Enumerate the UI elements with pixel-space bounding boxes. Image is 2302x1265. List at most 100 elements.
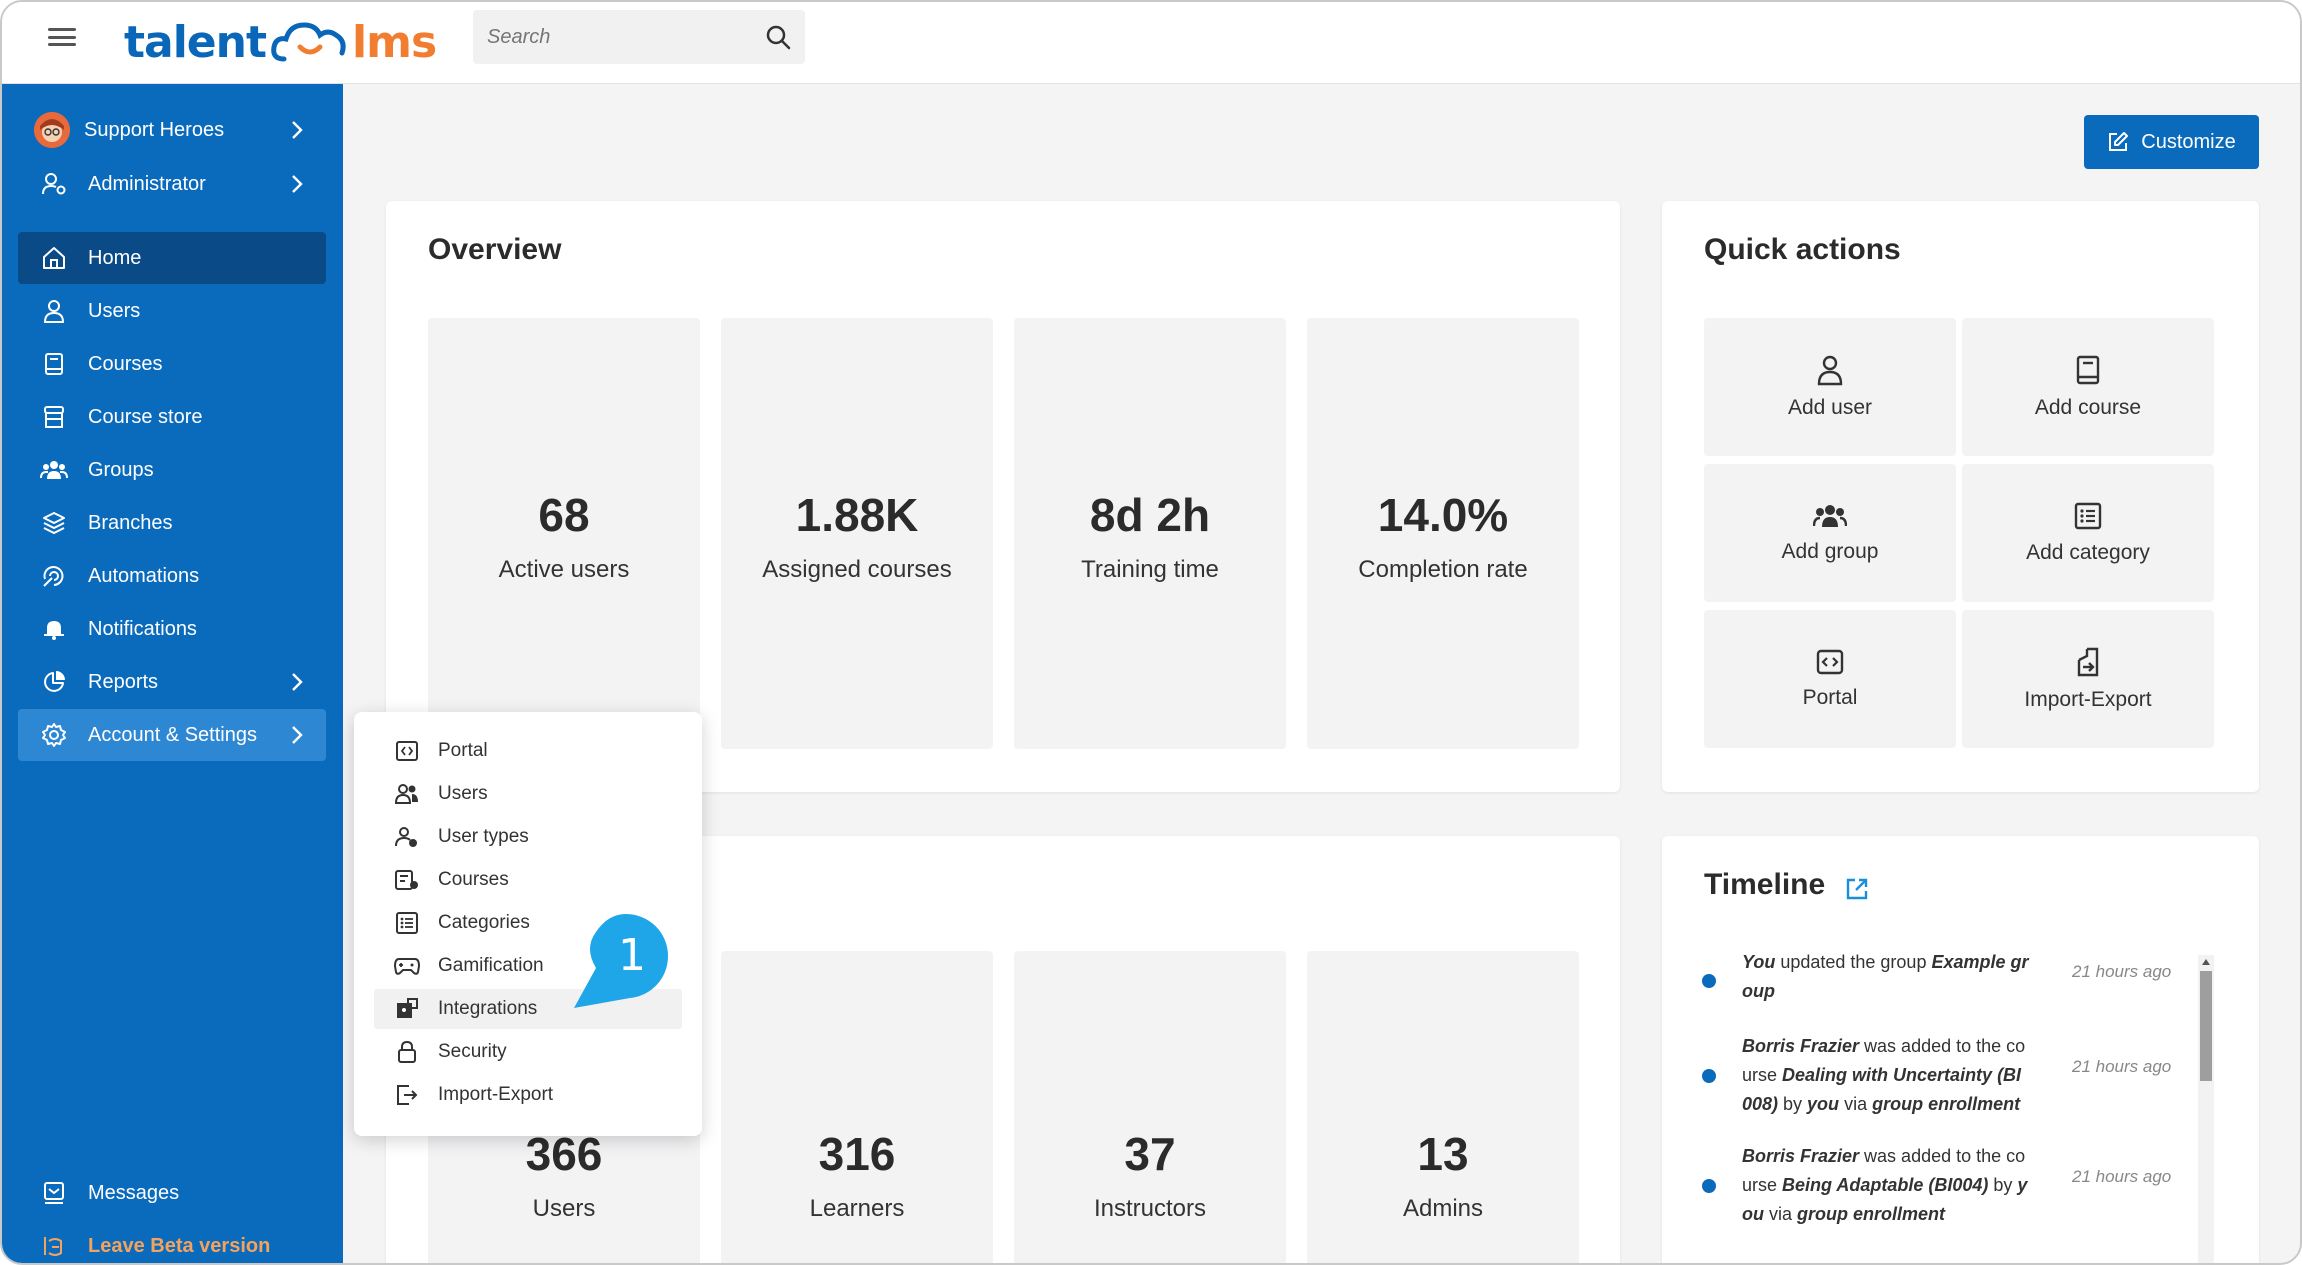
stat-value: 37 [1124, 1128, 1176, 1180]
sidebar-item-label: Courses [88, 352, 163, 375]
group-icon [1813, 505, 1847, 527]
search-box[interactable] [473, 10, 805, 64]
stat-tile-learners[interactable]: 316 Learners [721, 951, 993, 1263]
quick-action-add-category[interactable]: Add category [1962, 464, 2214, 602]
settings-menu-item-categories[interactable]: Categories [374, 903, 682, 943]
sidebar-item-leave-beta[interactable]: Leave Beta version [18, 1220, 326, 1263]
search-icon[interactable] [765, 24, 791, 50]
settings-menu-item-portal[interactable]: Portal [374, 731, 682, 771]
sidebar-item-label: Groups [88, 458, 154, 481]
stat-value: 366 [525, 1128, 603, 1180]
timeline-dot [1702, 1069, 1716, 1083]
settings-menu-item-user-types[interactable]: User types [374, 817, 682, 857]
chevron-right-icon [292, 121, 303, 139]
scrollbar-thumb[interactable] [2200, 971, 2212, 1081]
stat-value: 68 [538, 489, 590, 541]
timeline-entry-time: 21 hours ago [2072, 1167, 2172, 1186]
stat-tile-instructors[interactable]: 37 Instructors [1014, 951, 1286, 1263]
settings-menu-label: User types [438, 826, 529, 847]
stat-label: Assigned courses [762, 556, 952, 583]
timeline-dot [1702, 974, 1716, 988]
timeline-dot [1702, 1179, 1716, 1193]
sidebar-item-label: Notifications [88, 617, 197, 640]
bell-icon [40, 615, 68, 643]
logo-text-lms: lms [352, 16, 437, 68]
external-link-icon[interactable] [1844, 876, 1870, 902]
leave-beta-icon [40, 1232, 68, 1260]
sidebar-role-switcher[interactable]: Administrator [18, 158, 326, 210]
settings-menu-item-users[interactable]: Users [374, 774, 682, 814]
sidebar-item-label: Reports [88, 670, 159, 693]
sidebar-item-users[interactable]: Users [18, 285, 326, 337]
users-icon [394, 783, 420, 805]
sidebar-item-notifications[interactable]: Notifications [18, 603, 326, 655]
sidebar-item-label: Home [88, 246, 142, 269]
user-type-icon [394, 826, 420, 848]
quick-action-import-export[interactable]: Import-Export [1962, 610, 2214, 748]
user-icon [1817, 355, 1843, 386]
quick-action-portal[interactable]: Portal [1704, 610, 1956, 748]
stat-value: 8d 2h [1089, 489, 1211, 541]
sidebar-item-label: Messages [88, 1181, 180, 1204]
stat-tile-completion-rate[interactable]: 14.0% Completion rate [1307, 318, 1579, 749]
stat-tile-training-time[interactable]: 8d 2h Training time [1014, 318, 1286, 749]
chevron-right-icon [292, 673, 303, 691]
sidebar-item-branches[interactable]: Branches [18, 497, 326, 549]
sidebar-item-reports[interactable]: Reports [18, 656, 326, 708]
settings-menu-item-courses[interactable]: Courses [374, 860, 682, 900]
quick-action-label: Add category [2026, 541, 2150, 564]
timeline-entry-time: 21 hours ago [2072, 1057, 2172, 1076]
stat-label: Completion rate [1358, 556, 1528, 583]
quick-action-label: Add course [2034, 396, 2142, 419]
pie-chart-icon [40, 668, 68, 696]
stat-tile-active-users[interactable]: 68 Active users [428, 318, 700, 749]
book-icon [40, 350, 68, 378]
hamburger-menu-icon[interactable] [48, 24, 76, 50]
settings-menu-item-security[interactable]: Security [374, 1032, 682, 1072]
talentlms-logo[interactable]: talent lms [124, 12, 437, 72]
stat-value: 14.0% [1377, 489, 1509, 541]
course-settings-icon [394, 869, 420, 891]
overview-title: Overview [428, 233, 562, 266]
settings-menu-item-import-export[interactable]: Import-Export [374, 1075, 682, 1115]
quick-action-label: Add user [1787, 396, 1873, 419]
sidebar-item-messages[interactable]: Messages [18, 1167, 326, 1219]
sidebar-item-course-store[interactable]: Course store [18, 391, 326, 443]
step-number: 1 [618, 930, 646, 981]
stat-label: Instructors [1093, 1195, 1207, 1222]
stat-tile-admins[interactable]: 13 Admins [1307, 951, 1579, 1263]
overview-card: Overview 68 Active users 1.88K Assigned co… [386, 201, 1620, 792]
edit-icon [2109, 132, 2129, 151]
stat-value: 13 [1417, 1128, 1469, 1180]
sidebar-item-account-settings[interactable]: Account & Settings [18, 709, 326, 761]
stat-label: Training time [1081, 556, 1219, 583]
settings-menu-item-gamification[interactable]: Gamification [374, 946, 682, 986]
category-icon [394, 912, 420, 934]
sidebar-account-switcher[interactable]: Support Heroes [18, 104, 326, 156]
settings-menu-label: Courses [438, 869, 509, 890]
quick-action-add-user[interactable]: Add user [1704, 318, 1956, 456]
timeline-scrollbar[interactable] [2198, 955, 2214, 1263]
sidebar-item-automations[interactable]: Automations [18, 550, 326, 602]
quick-action-add-group[interactable]: Add group [1704, 464, 1956, 602]
stat-tile-assigned-courses[interactable]: 1.88K Assigned courses [721, 318, 993, 749]
puzzle-icon [394, 998, 420, 1020]
lock-icon [394, 1040, 420, 1064]
sidebar-item-courses[interactable]: Courses [18, 338, 326, 390]
settings-menu-label: Users [438, 783, 488, 804]
settings-menu-label: Import-Export [438, 1084, 554, 1105]
timeline-entry-text: You updated the group Example gr oup [1742, 952, 2029, 1001]
timeline-title: Timeline [1704, 868, 1826, 901]
sidebar-item-home[interactable]: Home [18, 232, 326, 284]
search-input[interactable] [487, 25, 737, 49]
stat-label: Learners [809, 1195, 905, 1222]
settings-menu-label: Portal [438, 740, 488, 761]
customize-button[interactable]: Customize [2084, 115, 2259, 169]
chevron-right-icon [292, 175, 303, 193]
quick-action-add-course[interactable]: Add course [1962, 318, 2214, 456]
scroll-up-arrow-icon[interactable] [2201, 958, 2211, 966]
sidebar-item-groups[interactable]: Groups [18, 444, 326, 496]
stat-value: 316 [818, 1128, 896, 1180]
avatar [34, 112, 70, 148]
